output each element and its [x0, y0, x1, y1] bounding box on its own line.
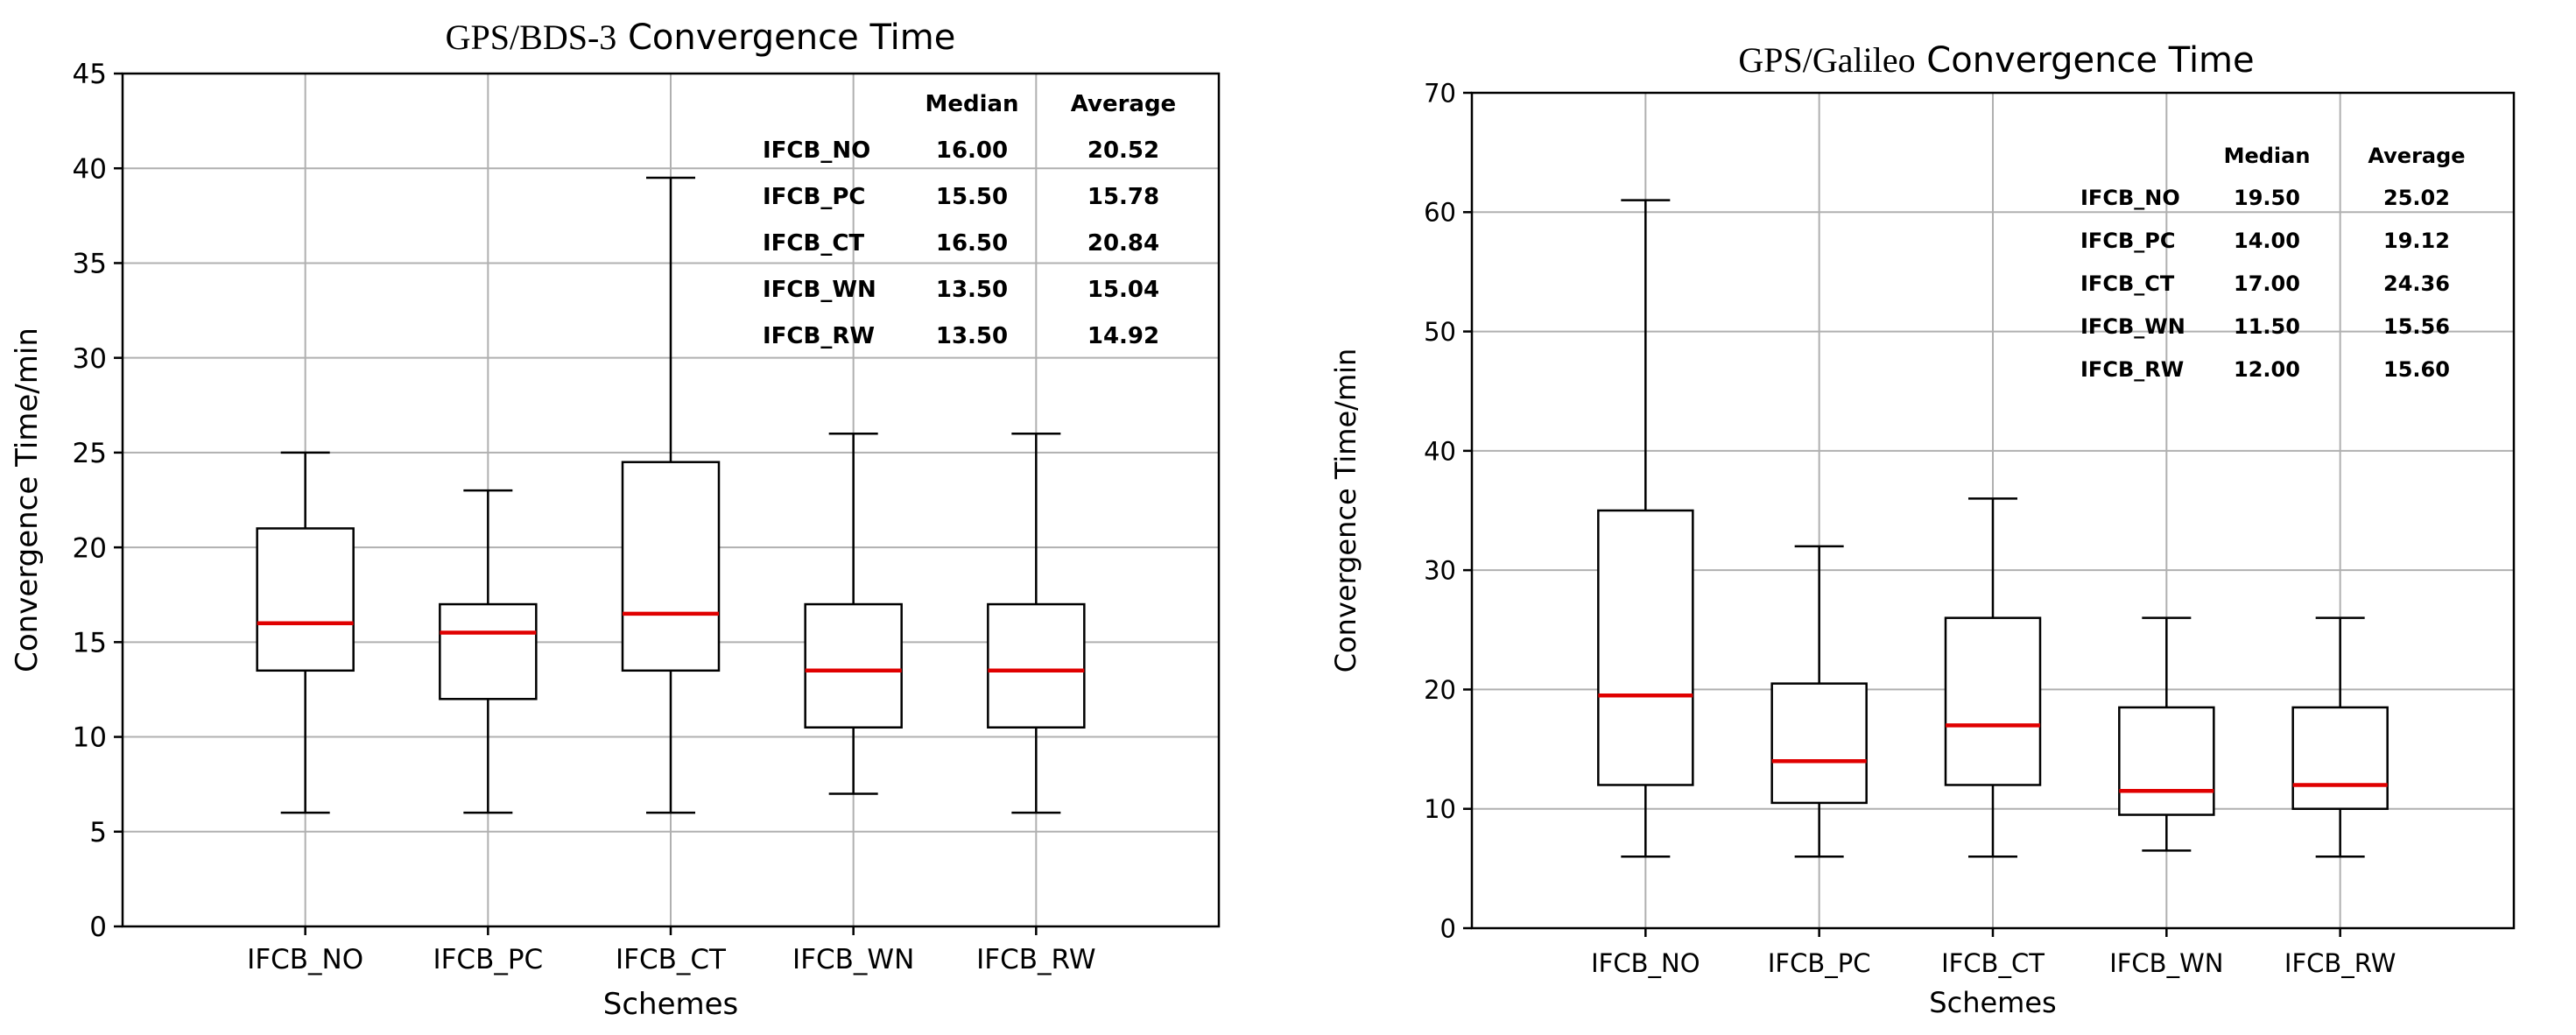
x-axis-label: Schemes	[1929, 986, 2056, 1019]
x-tick-label-ifcb-wn: IFCB_WN	[2109, 948, 2223, 978]
stats-row-average: 25.02	[2383, 186, 2450, 210]
box-ifcb-no	[256, 451, 355, 814]
stats-row-label: IFCB_RW	[763, 323, 875, 349]
iqr-box	[987, 602, 1086, 729]
y-tick-label: 70	[1424, 78, 1456, 108]
chart-title-system: GPS/BDS-3	[446, 18, 617, 57]
box-ifcb-wn	[2118, 616, 2215, 852]
stats-row-average: 20.84	[1087, 230, 1159, 257]
stats-row-median: 13.50	[936, 277, 1008, 303]
stats-table: Median Average IFCB_NO 16.00 20.52 IFCB_PC 15.…	[763, 91, 1176, 349]
y-tick-label: 50	[1424, 317, 1456, 347]
stats-row-median: 12.00	[2234, 357, 2300, 382]
iqr-box	[621, 461, 721, 672]
stats-row-median: 11.50	[2234, 314, 2300, 339]
stats-row-median: 16.50	[936, 230, 1008, 257]
iqr-box	[2291, 706, 2389, 810]
stats-row-label: IFCB_PC	[2080, 229, 2175, 253]
stats-row-label: IFCB_PC	[763, 184, 865, 210]
iqr-box	[1770, 682, 1868, 805]
chart-title-text: Convergence Time	[616, 18, 955, 58]
x-tick-label-ifcb-no: IFCB_NO	[247, 944, 363, 975]
stats-row-label: IFCB_RW	[2080, 357, 2184, 382]
iqr-box	[804, 602, 903, 729]
stats-row-average: 15.04	[1087, 277, 1159, 303]
x-tick-label-ifcb-ct: IFCB_CT	[616, 944, 727, 975]
x-tick-label-ifcb-pc: IFCB_PC	[1768, 948, 1871, 978]
iqr-box	[1597, 509, 1694, 786]
stats-row-average: 14.92	[1087, 323, 1159, 349]
stats-row-average: 24.36	[2383, 271, 2450, 296]
y-axis-label: Convergence Time/min	[10, 327, 45, 672]
x-tick-label-ifcb-wn: IFCB_WN	[792, 944, 914, 975]
chart-title: GPS/Galileo Convergence Time	[1738, 40, 2254, 81]
box-ifcb-no	[1597, 199, 1694, 858]
stats-row-average: 19.12	[2383, 229, 2450, 253]
stats-row-average: 15.78	[1087, 184, 1159, 210]
stats-header-average: Average	[1071, 91, 1176, 117]
y-tick-label: 10	[73, 722, 107, 754]
y-tick-label: 25	[73, 438, 107, 469]
y-tick-label: 60	[1424, 198, 1456, 228]
y-tick-label: 30	[1424, 556, 1456, 586]
stats-row-median: 15.50	[936, 184, 1008, 210]
stats-row-median: 16.00	[936, 137, 1008, 164]
x-tick-label-ifcb-pc: IFCB_PC	[433, 944, 543, 975]
y-tick-label: 10	[1424, 794, 1456, 824]
y-tick-label: 40	[73, 153, 107, 185]
x-tick-label-ifcb-rw: IFCB_RW	[976, 944, 1095, 975]
x-tick-label-ifcb-rw: IFCB_RW	[2284, 948, 2397, 978]
y-tick-label: 15	[73, 627, 107, 658]
y-tick-label: 45	[73, 59, 107, 90]
stats-header-average: Average	[2368, 144, 2465, 168]
y-axis-label: Convergence Time/min	[1329, 349, 1362, 673]
stats-row-label: IFCB_NO	[2080, 186, 2180, 210]
chart-title-system: GPS/Galileo	[1738, 40, 1915, 80]
stats-row-median: 19.50	[2234, 186, 2300, 210]
stats-row-average: 15.60	[2383, 357, 2450, 382]
box-ifcb-ct	[1944, 497, 2042, 858]
chart-title: GPS/BDS-3 Convergence Time	[446, 18, 956, 58]
stats-row-label: IFCB_NO	[763, 137, 870, 164]
y-tick-label: 5	[89, 817, 107, 848]
stats-table: Median Average IFCB_NO 19.50 25.02 IFCB_PC 14.…	[2080, 144, 2466, 382]
stats-row-label: IFCB_CT	[763, 230, 864, 257]
iqr-box	[439, 602, 538, 701]
stats-row-label: IFCB_WN	[763, 277, 876, 303]
stats-row-average: 20.52	[1087, 137, 1159, 164]
y-tick-label: 0	[1440, 913, 1456, 943]
stats-row-label: IFCB_WN	[2080, 314, 2185, 339]
panel-bds3: 0 5 10 15 20 25 30 35 40 45 IFCB_NO IFCB_PC IFCB_CT I…	[10, 18, 1221, 1022]
y-tick-label: 30	[73, 343, 107, 375]
stats-row-median: 13.50	[936, 323, 1008, 349]
box-ifcb-pc	[439, 489, 538, 814]
iqr-box	[2118, 706, 2215, 816]
box-ifcb-ct	[621, 176, 721, 814]
stats-header-median: Median	[2224, 144, 2311, 168]
panel-galileo: 0 10 20 30 40 50 60 70 IFCB_NO IFCB_PC IFCB_CT IFCB…	[1329, 40, 2516, 1019]
x-tick-label-ifcb-no: IFCB_NO	[1591, 948, 1700, 978]
y-tick-label: 20	[1424, 675, 1456, 705]
box-ifcb-rw	[987, 432, 1086, 814]
y-tick-label: 20	[73, 532, 107, 564]
y-tick-label: 35	[73, 249, 107, 280]
x-tick-label-ifcb-ct: IFCB_CT	[1941, 948, 2045, 978]
y-tick-label: 40	[1424, 436, 1456, 466]
box-ifcb-rw	[2291, 616, 2389, 858]
stats-row-label: IFCB_CT	[2080, 271, 2175, 296]
box-ifcb-wn	[804, 432, 903, 795]
y-tick-label: 0	[89, 912, 107, 943]
x-axis-label: Schemes	[603, 987, 739, 1022]
chart-title-text: Convergence Time	[1916, 40, 2255, 81]
stats-row-median: 14.00	[2234, 229, 2300, 253]
stats-row-average: 15.56	[2383, 314, 2450, 339]
stats-header-median: Median	[925, 91, 1018, 117]
iqr-box	[1944, 616, 2042, 786]
box-ifcb-pc	[1770, 545, 1868, 858]
stats-row-median: 17.00	[2234, 271, 2300, 296]
iqr-box	[256, 527, 355, 672]
